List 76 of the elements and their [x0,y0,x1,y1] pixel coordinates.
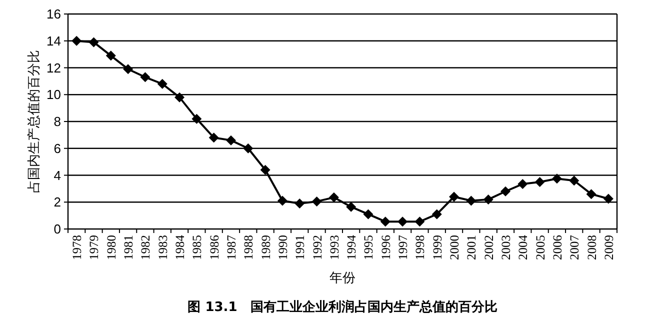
point [398,216,408,227]
x-tick-label: 1987 [224,235,238,260]
point [534,176,545,187]
y-tick-label: 6 [54,140,61,156]
y-tick-label: 16 [46,6,61,22]
text: 图 13.1 国有工业企业利润占国内生产总值的百分比 [188,299,498,315]
point [466,196,476,206]
point [140,72,150,82]
point [277,196,288,206]
point [552,174,562,184]
x-tick-label: 1985 [190,235,204,260]
x-tick-label: 1978 [70,235,84,260]
x-tick-label: 1988 [242,235,256,260]
x-axis-title: 年份 [330,271,356,286]
point [123,64,134,74]
point [586,189,596,200]
point [569,176,580,186]
x-tick-label: 1991 [293,235,308,260]
y-tick-label: 12 [46,60,61,76]
point [414,216,425,227]
x-tick-label: 1998 [413,235,428,260]
x-tick-label: 2004 [516,234,530,260]
x-tick-label: 2008 [584,235,599,260]
point [328,192,339,202]
point [500,186,510,196]
point [192,114,202,124]
point [260,164,270,175]
x-tick-label: 1999 [430,235,444,260]
x-tick-label: 1996 [378,235,393,260]
x-tick-label: 1997 [396,235,410,260]
point [449,192,460,202]
x-tick-label: 1986 [207,235,222,260]
x-tick-label: 2006 [550,235,564,260]
y-tick-label: 8 [54,114,61,129]
x-tick-label: 2007 [568,235,582,260]
x-tick-label: 1993 [327,235,342,260]
x-tick-label: 1980 [104,235,118,260]
point [88,37,99,48]
x-tick-label: 1981 [122,235,136,260]
y-axis-title: 占国内生产总值的百分比 [27,50,42,193]
x-tick-label: 1994 [344,234,359,260]
point [603,194,614,204]
x-tick-label: 1990 [276,235,290,260]
x-tick-label: 2000 [448,235,462,260]
y-tick-label: 4 [54,168,61,183]
y-tick-label: 14 [46,33,61,48]
point [312,196,322,206]
point [294,198,305,208]
point [483,194,494,204]
y-tick-label: 0 [54,222,61,236]
point [174,92,185,102]
x-tick-label: 2003 [498,235,513,260]
x-tick-label: 2005 [533,235,548,260]
point [226,135,236,146]
x-tick-label: 1984 [173,234,188,260]
point [346,202,356,212]
point [363,209,374,220]
x-tick-label: 1992 [310,235,324,260]
point [518,178,528,189]
y-tick-label: 2 [54,194,61,210]
x-tick-label: 2002 [482,235,496,260]
point [380,216,390,227]
point [432,209,442,220]
y-tick-label: 10 [46,87,61,102]
x-tick-label: 2009 [602,235,616,260]
x-tick-label: 1983 [156,235,170,260]
point [243,143,254,154]
x-tick-label: 1995 [362,235,376,260]
x-tick-label: 1982 [138,235,153,260]
x-tick-label: 1989 [258,235,273,260]
point [106,50,116,61]
x-tick-label: 2001 [464,235,479,260]
x-tick-label: 1979 [87,235,102,260]
point [72,36,82,46]
point [157,78,168,89]
point [208,132,219,143]
